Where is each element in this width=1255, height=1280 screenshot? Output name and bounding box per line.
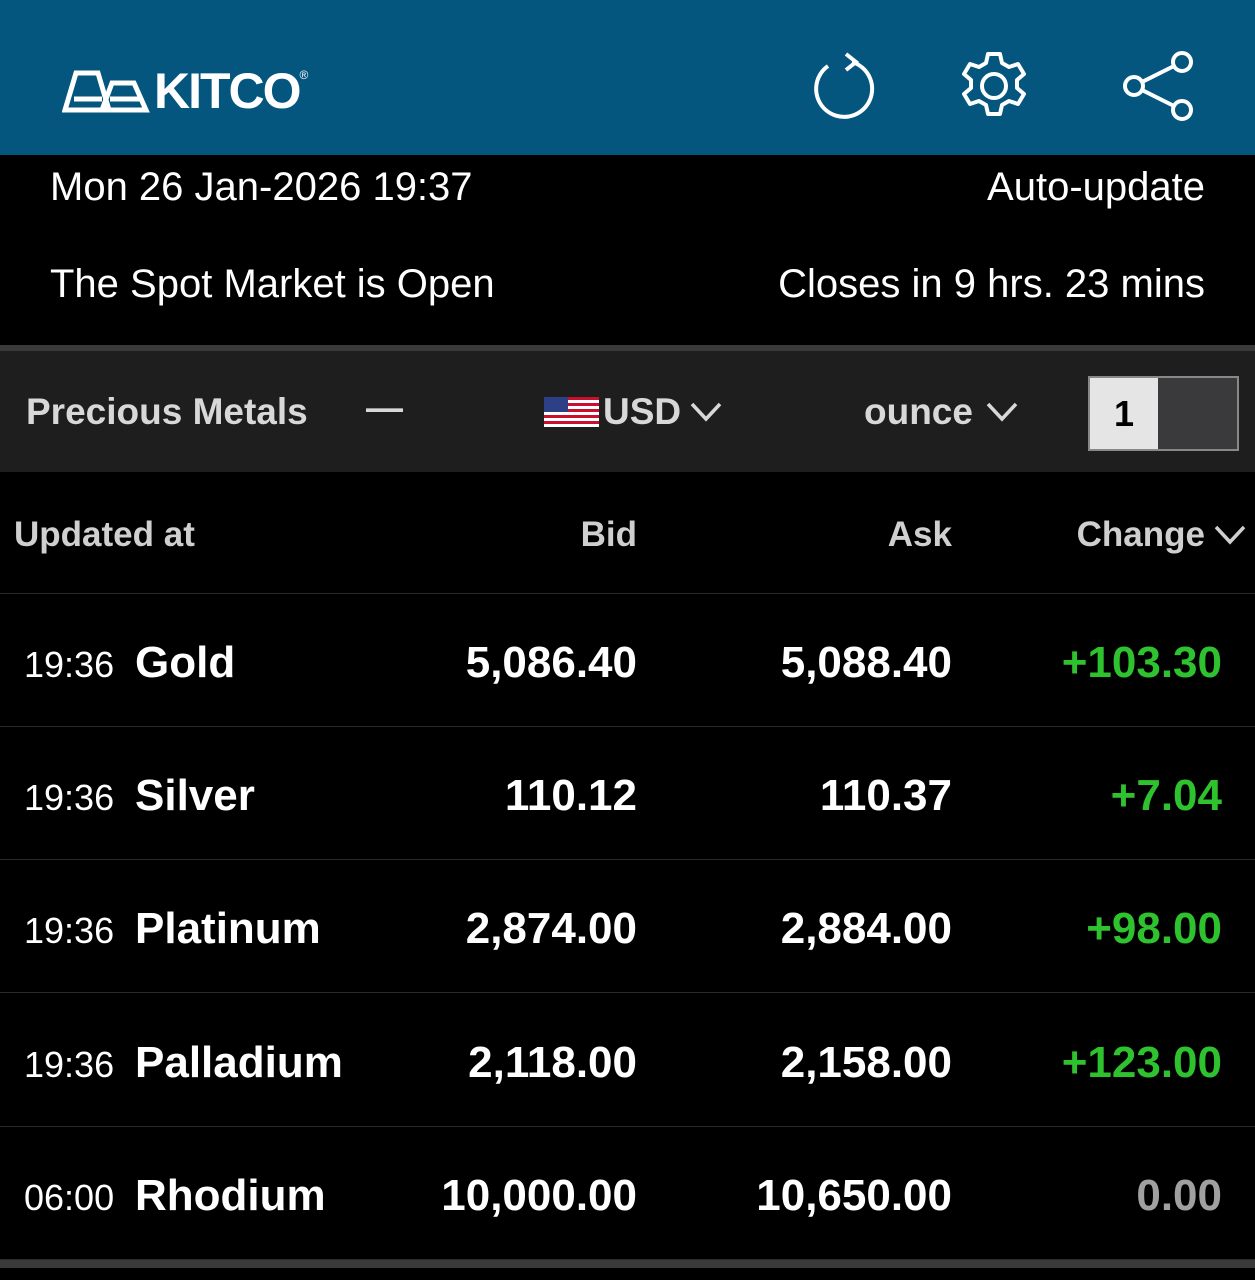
column-change-sort[interactable]: Change xyxy=(1076,515,1205,554)
metal-name: Palladium xyxy=(135,1037,343,1087)
quantity-value: 1 xyxy=(1090,378,1158,449)
category-label: Precious Metals xyxy=(26,391,308,432)
divider xyxy=(0,345,1255,351)
current-datetime: Mon 26 Jan-2026 19:37 xyxy=(50,165,473,209)
metal-name: Rhodium xyxy=(135,1170,326,1220)
ask-price: 110.37 xyxy=(819,771,952,821)
metal-name: Gold xyxy=(135,638,236,687)
divider xyxy=(0,1260,1255,1268)
share-icon[interactable] xyxy=(1120,48,1196,124)
updated-time: 19:36 xyxy=(24,1043,115,1085)
market-status: The Spot Market is Open xyxy=(50,262,495,306)
metal-name: Silver xyxy=(135,771,255,821)
change-value: +123.00 xyxy=(1061,1037,1222,1087)
chevron-down-icon[interactable] xyxy=(1213,524,1247,546)
change-value: +103.30 xyxy=(1061,638,1222,687)
column-updated-at: Updated at xyxy=(14,515,195,554)
app-header: KITCO ® xyxy=(0,0,1255,155)
column-ask: Ask xyxy=(887,515,952,554)
unit-select[interactable]: ounce xyxy=(864,391,1019,433)
kitco-bars-icon xyxy=(62,70,150,113)
auto-update-button[interactable]: Auto-update xyxy=(987,165,1205,209)
kitco-logo: KITCO ® xyxy=(62,62,308,120)
toolbar: Precious Metals — USD ounce xyxy=(0,351,1255,472)
refresh-icon[interactable] xyxy=(806,48,882,124)
currency-select[interactable]: USD xyxy=(544,391,723,433)
updated-time: 19:36 xyxy=(24,644,115,685)
updated-time: 19:36 xyxy=(24,910,115,952)
bid-price: 110.12 xyxy=(504,771,637,821)
column-bid: Bid xyxy=(580,515,637,554)
change-value: +7.04 xyxy=(1110,771,1222,821)
table-row[interactable]: 19:36 Platinum 2,874.00 2,884.00 +98.00 xyxy=(0,860,1255,994)
quantity-toggle[interactable]: 1 xyxy=(1088,376,1239,451)
us-flag-icon xyxy=(544,397,599,427)
bid-price: 5,086.40 xyxy=(465,638,637,687)
market-closes-in: Closes in 9 hrs. 23 mins xyxy=(778,262,1205,306)
bid-price: 10,000.00 xyxy=(441,1170,637,1220)
registered-mark: ® xyxy=(299,68,309,82)
table-row[interactable]: 06:00 Rhodium 10,000.00 10,650.00 0.00 xyxy=(0,1127,1255,1260)
updated-time: 06:00 xyxy=(24,1176,115,1218)
chevron-down-icon xyxy=(690,402,722,422)
chevron-down-icon xyxy=(986,402,1018,422)
table-row[interactable]: 19:36 Gold 5,086.40 5,088.40 +103.30 xyxy=(0,594,1255,727)
change-value: +98.00 xyxy=(1086,904,1222,954)
gear-icon[interactable] xyxy=(956,48,1032,124)
bid-price: 2,874.00 xyxy=(465,904,637,954)
table-row[interactable]: 19:36 Silver 110.12 110.37 +7.04 xyxy=(0,727,1255,861)
ask-price: 5,088.40 xyxy=(780,638,952,687)
table-header: Updated at Bid Ask Change xyxy=(0,472,1255,594)
metal-name: Platinum xyxy=(135,904,321,954)
change-value: 0.00 xyxy=(1136,1170,1222,1220)
updated-time: 19:36 xyxy=(24,777,115,819)
table-row[interactable]: 19:36 Palladium 2,118.00 2,158.00 +123.0… xyxy=(0,994,1255,1127)
market-info: Mon 26 Jan-2026 19:37 Auto-update The Sp… xyxy=(0,155,1255,345)
bid-price: 2,118.00 xyxy=(468,1037,637,1087)
ask-price: 2,158.00 xyxy=(780,1037,952,1087)
collapse-button[interactable]: — xyxy=(366,387,403,428)
ask-price: 10,650.00 xyxy=(756,1170,952,1220)
ask-price: 2,884.00 xyxy=(780,904,952,954)
